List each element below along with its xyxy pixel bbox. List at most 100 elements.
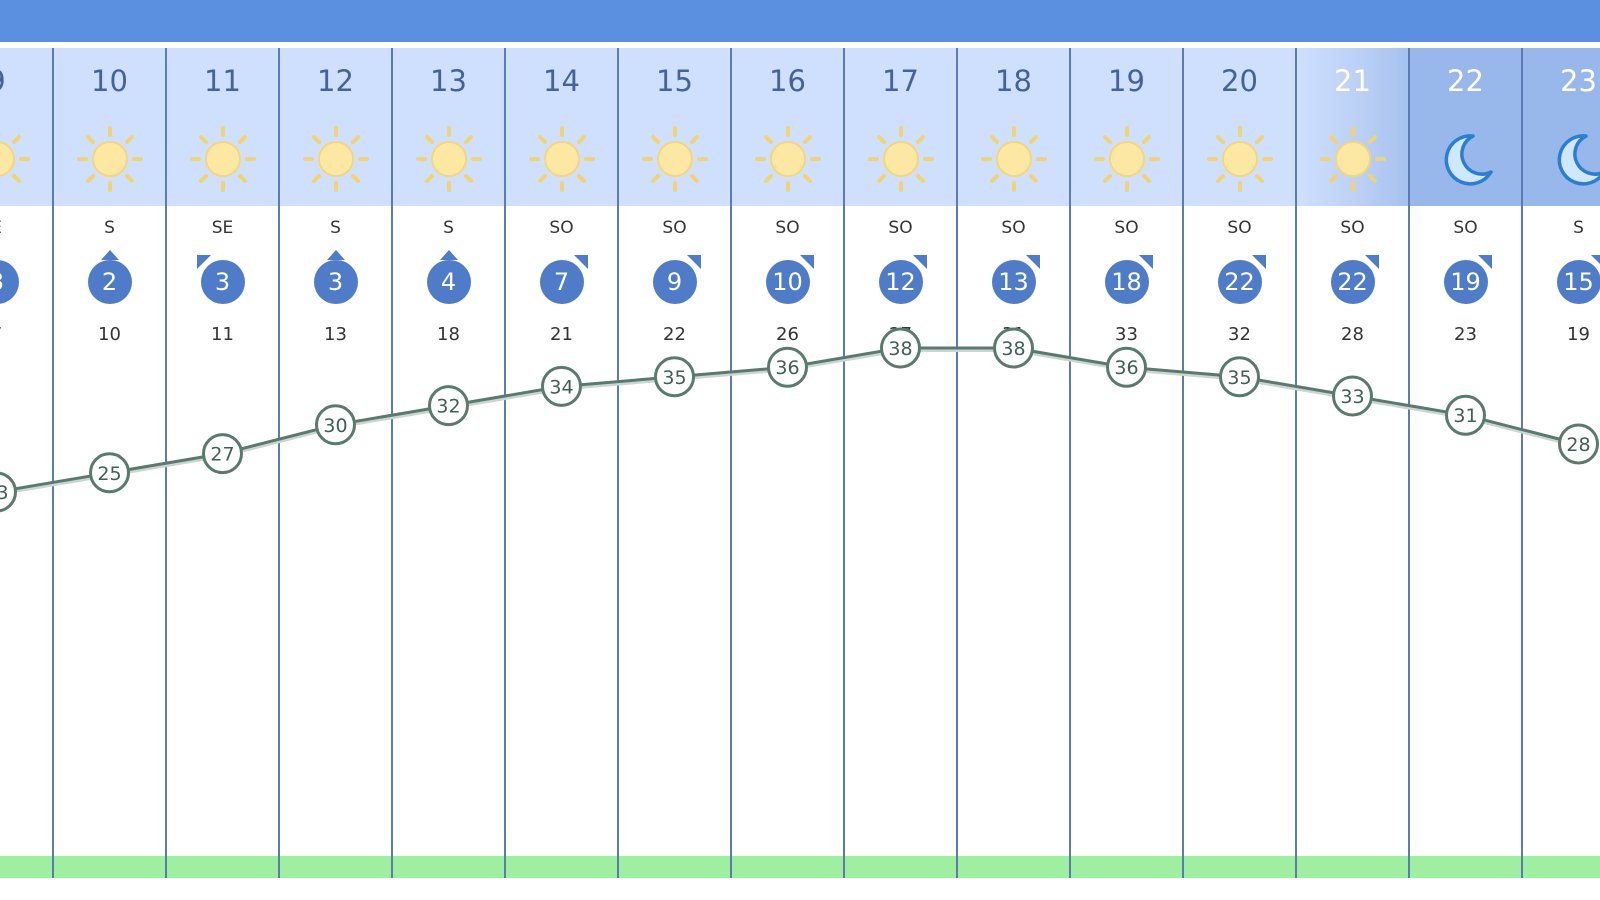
column-separator xyxy=(1182,48,1184,900)
hour-column: 23 S 15 19 xyxy=(1522,48,1600,900)
wind-gust: 21 xyxy=(550,324,573,345)
wind-direction: SO xyxy=(775,218,800,238)
wind-arrow-icon xyxy=(1138,255,1153,269)
wind-arrow-icon xyxy=(196,255,211,269)
hour-label: 21 xyxy=(1334,64,1371,98)
footer-strip xyxy=(1296,856,1409,878)
sun-icon xyxy=(75,124,145,194)
wind-speed-value: 4 xyxy=(440,268,457,296)
wind-speed-badge: 22 xyxy=(1330,255,1379,304)
hour-column: 15 SO 9 22 xyxy=(618,48,731,900)
wind-speed-value: 18 xyxy=(1111,268,1142,296)
bottom-strip xyxy=(0,878,1600,900)
moon-icon xyxy=(1544,124,1600,194)
sun-icon xyxy=(414,124,484,194)
wind-speed-value: 22 xyxy=(1224,268,1255,296)
hour-label: 22 xyxy=(1447,64,1484,98)
wind-gust: 32 xyxy=(1228,324,1251,345)
hour-header xyxy=(0,48,53,206)
wind-arrow-icon xyxy=(1025,255,1040,269)
wind-speed-value: 3 xyxy=(327,268,344,296)
column-separator xyxy=(391,48,393,900)
hour-column: 10 S 2 10 xyxy=(53,48,166,900)
footer-strip xyxy=(957,856,1070,878)
hour-column: 12 S 3 13 xyxy=(279,48,392,900)
wind-speed-badge: 3 xyxy=(0,260,19,304)
wind-direction: SO xyxy=(888,218,913,238)
wind-gust: 31 xyxy=(1002,324,1025,345)
hour-label: 11 xyxy=(204,64,241,98)
sun-icon xyxy=(0,124,32,194)
wind-speed-value: 12 xyxy=(885,268,916,296)
hour-label: 23 xyxy=(1560,64,1597,98)
hour-column: 20 SO 22 32 xyxy=(1183,48,1296,900)
wind-gust: 19 xyxy=(1567,324,1590,345)
column-separator xyxy=(52,48,54,900)
hour-column: 18 SO 13 31 xyxy=(957,48,1070,900)
wind-gust: 13 xyxy=(324,324,347,345)
hour-column: 9 E 3 7 xyxy=(0,48,53,900)
sun-icon xyxy=(1092,124,1162,194)
footer-strip xyxy=(618,856,731,878)
wind-speed-badge: 9 xyxy=(652,255,701,304)
footer-strip xyxy=(1522,856,1600,878)
wind-speed-value: 3 xyxy=(0,268,4,296)
wind-direction: SO xyxy=(549,218,574,238)
wind-arrow-icon xyxy=(1590,255,1600,269)
wind-gust: 11 xyxy=(211,324,234,345)
sun-icon xyxy=(527,124,597,194)
wind-arrow-icon xyxy=(439,250,458,260)
top-divider xyxy=(0,42,1600,48)
hour-label: 14 xyxy=(543,64,580,98)
footer-strip xyxy=(1409,856,1522,878)
wind-speed-badge: 13 xyxy=(991,255,1040,304)
wind-gust: 28 xyxy=(1341,324,1364,345)
hour-label: 10 xyxy=(91,64,128,98)
sun-icon xyxy=(640,124,710,194)
sun-icon xyxy=(301,124,371,194)
hour-column: 16 SO 10 26 xyxy=(731,48,844,900)
footer-strip xyxy=(731,856,844,878)
wind-speed-badge: 2 xyxy=(87,250,132,304)
footer-strip xyxy=(505,856,618,878)
wind-direction: S xyxy=(330,218,341,238)
hour-label: 20 xyxy=(1221,64,1258,98)
wind-speed-badge: 3 xyxy=(196,255,245,304)
wind-speed-badge: 18 xyxy=(1104,255,1153,304)
wind-direction: S xyxy=(104,218,115,238)
column-separator xyxy=(843,48,845,900)
column-separator xyxy=(278,48,280,900)
sun-icon xyxy=(188,124,258,194)
top-bar xyxy=(0,0,1600,42)
column-separator xyxy=(1069,48,1071,900)
column-separator xyxy=(1521,48,1523,900)
wind-direction: SO xyxy=(1114,218,1139,238)
column-separator xyxy=(956,48,958,900)
wind-direction: SO xyxy=(662,218,687,238)
hour-column: 11 SE 3 11 xyxy=(166,48,279,900)
sun-icon xyxy=(1205,124,1275,194)
wind-speed-badge: 12 xyxy=(878,255,927,304)
sun-icon xyxy=(753,124,823,194)
wind-speed-value: 15 xyxy=(1563,268,1594,296)
footer-strip xyxy=(392,856,505,878)
footer-strip xyxy=(844,856,957,878)
wind-arrow-icon xyxy=(799,255,814,269)
hour-column: 22 SO 19 23 xyxy=(1409,48,1522,900)
wind-speed-badge: 10 xyxy=(765,255,814,304)
hour-label: 19 xyxy=(1108,64,1145,98)
hour-label: 15 xyxy=(656,64,693,98)
wind-speed-badge: 3 xyxy=(313,250,358,304)
wind-direction: SO xyxy=(1227,218,1252,238)
wind-gust: 27 xyxy=(889,324,912,345)
wind-speed-value: 13 xyxy=(998,268,1029,296)
footer-strip xyxy=(1070,856,1183,878)
wind-speed-value: 19 xyxy=(1450,268,1481,296)
wind-gust: 22 xyxy=(663,324,686,345)
wind-speed-value: 3 xyxy=(214,268,231,296)
footer-strip xyxy=(279,856,392,878)
wind-gust: 26 xyxy=(776,324,799,345)
wind-direction: E xyxy=(0,218,53,238)
footer-strip xyxy=(0,856,53,878)
wind-speed-badge: 22 xyxy=(1217,255,1266,304)
